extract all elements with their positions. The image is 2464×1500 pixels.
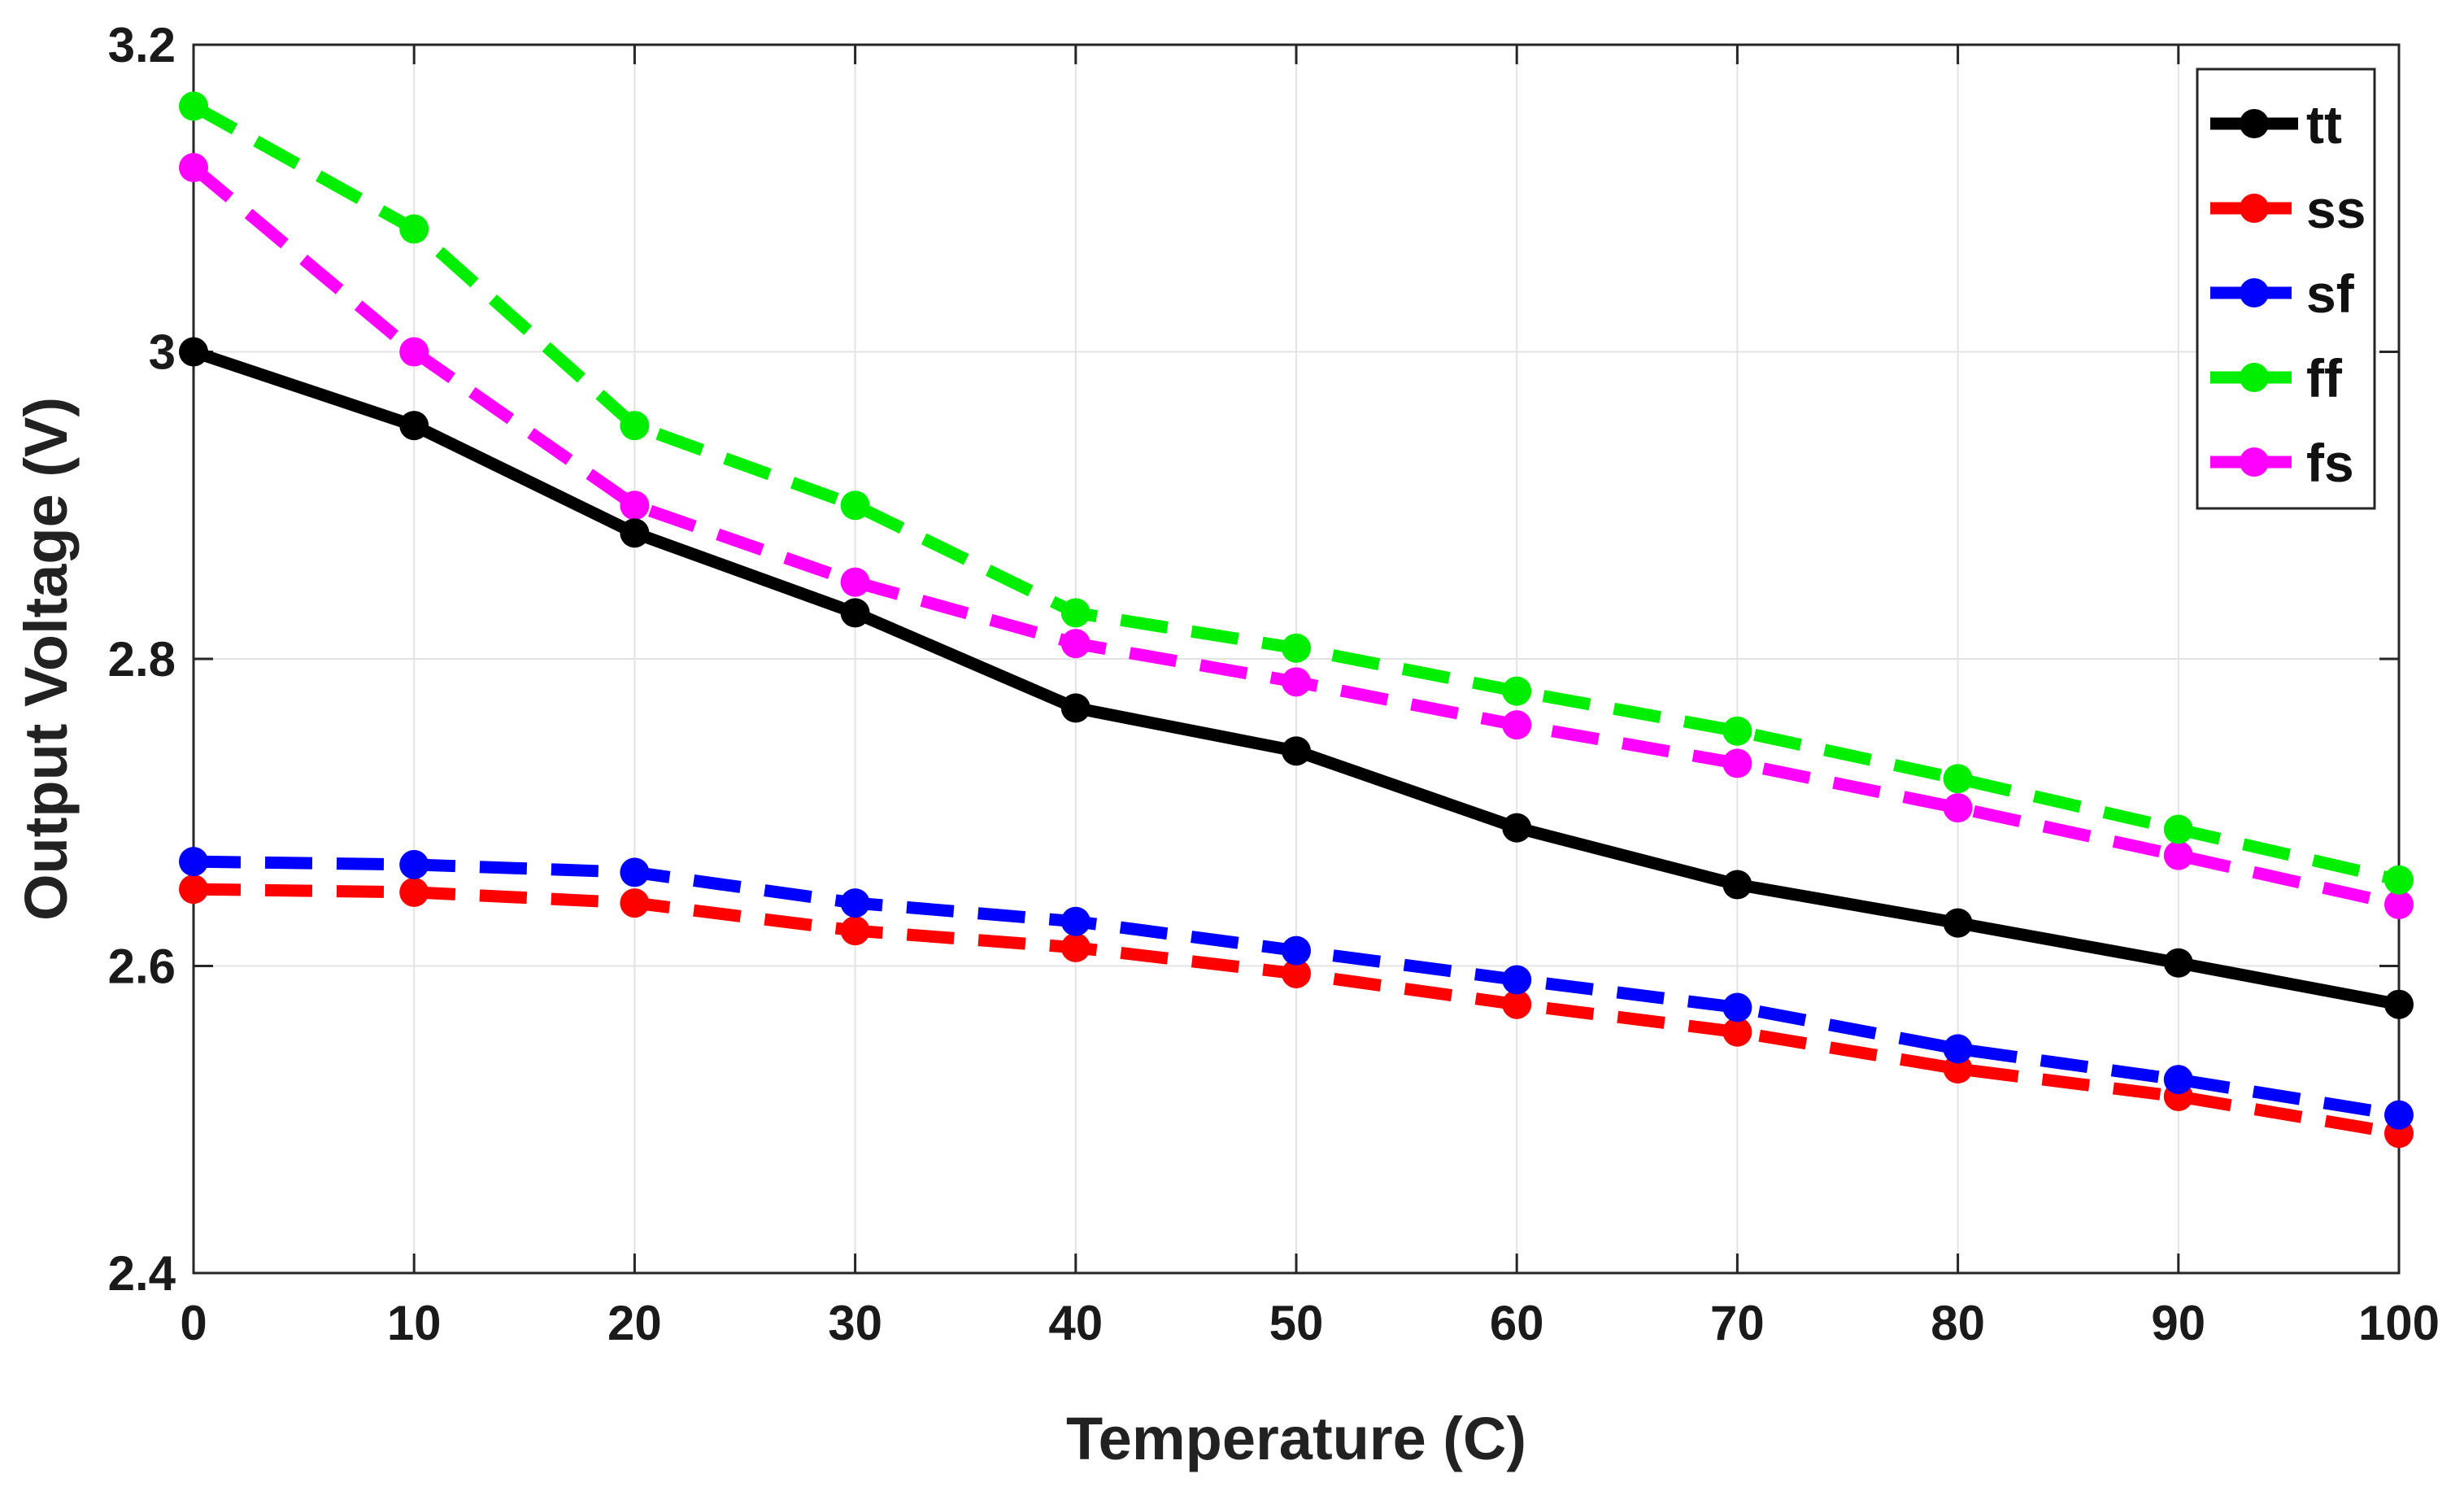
series-layer [179,91,2414,1149]
data-point-sf [399,849,429,879]
data-point-tt [1722,870,1752,900]
x-tick-label: 90 [2151,1296,2205,1350]
legend-label-fs: fs [2306,433,2354,493]
x-tick-label: 0 [180,1296,207,1350]
data-point-sf [2384,1100,2414,1130]
data-point-ss [1060,932,1091,962]
data-point-ss [399,877,429,907]
data-point-fs [1502,710,1532,740]
data-point-fs [1060,629,1091,659]
legend-marker-sf [2240,278,2269,307]
x-tick-label: 40 [1048,1296,1103,1350]
data-point-fs [840,567,870,597]
x-tick-label: 100 [2358,1296,2440,1350]
legend: tt ss sf ff fs [2196,68,2376,510]
axis-ticks: 0 10 20 30 40 50 60 70 80 90 100 2.4 2.6 2.8 3 3.2 [108,18,2440,1350]
y-tick-label: 3.2 [108,18,176,72]
legend-marker-fs [2240,447,2269,477]
data-point-sf [2163,1065,2193,1095]
data-point-fs [1722,748,1752,778]
data-point-tt [1502,813,1532,843]
x-tick-label: 80 [1931,1296,1985,1350]
y-tick-label: 3 [149,325,176,380]
data-point-ff [2384,865,2414,895]
data-point-ff [179,91,208,121]
data-point-tt [1282,736,1311,766]
legend-marker-ss [2240,194,2269,223]
legend-label-ff: ff [2306,348,2343,408]
x-axis-title: Temperature (C) [1066,1405,1526,1472]
data-point-fs [399,337,429,367]
data-point-fs [620,491,650,521]
legend-label-sf: sf [2306,264,2355,324]
y-tick-label: 2.8 [108,632,176,687]
data-point-ff [1502,676,1532,706]
data-point-tt [840,598,870,628]
data-point-sf [1722,992,1752,1023]
data-point-tt [620,518,650,548]
legend-marker-tt [2240,109,2269,138]
data-point-fs [2163,840,2193,870]
series-sf [179,847,2414,1130]
y-tick-label: 2.6 [108,940,176,994]
data-point-tt [1943,908,1973,938]
data-point-ss [1282,958,1311,988]
data-point-sf [1060,906,1091,936]
data-point-ss [840,916,870,946]
data-point-sf [620,857,650,887]
data-point-sf [179,847,208,877]
data-point-ff [620,411,650,441]
data-point-ff [840,491,870,521]
data-point-sf [840,888,870,918]
legend-marker-ff [2240,363,2269,392]
legend-item-sf: sf [2210,264,2355,324]
data-point-tt [2163,948,2193,978]
legend-item-tt: tt [2210,94,2342,155]
x-tick-label: 70 [1710,1296,1765,1350]
data-point-ff [399,214,429,244]
legend-item-ff: ff [2210,348,2343,408]
data-point-tt [1060,693,1091,723]
data-point-ss [179,874,208,905]
data-point-ff [2163,814,2193,844]
data-point-ss [1722,1017,1752,1047]
data-point-ff [1722,716,1752,746]
y-tick-label: 2.4 [108,1246,176,1301]
data-point-ss [620,888,650,918]
series-tt [179,337,2414,1019]
data-point-fs [179,153,208,182]
data-point-tt [179,337,208,367]
data-point-sf [1502,965,1532,995]
data-point-ff [1060,598,1091,628]
x-tick-label: 10 [387,1296,442,1350]
data-point-sf [1943,1034,1973,1064]
x-tick-label: 50 [1269,1296,1324,1350]
data-point-fs [1282,667,1311,697]
legend-label-tt: tt [2306,94,2342,155]
data-point-ss [1502,989,1532,1019]
data-point-sf [1282,935,1311,966]
legend-item-ss: ss [2210,179,2366,239]
legend-label-ss: ss [2306,179,2366,239]
legend-item-fs: fs [2210,433,2354,493]
data-point-fs [1943,793,1973,823]
series-fs [179,153,2414,919]
series-ff [179,91,2414,895]
data-point-fs [2384,890,2414,919]
data-point-ff [1282,633,1311,663]
data-point-tt [2384,989,2414,1019]
data-point-tt [399,411,429,441]
x-tick-label: 30 [828,1296,882,1350]
data-point-ff [1943,764,1973,794]
x-tick-label: 60 [1490,1296,1544,1350]
y-axis-title: Output Voltage (V) [12,397,80,921]
x-tick-label: 20 [607,1296,662,1350]
